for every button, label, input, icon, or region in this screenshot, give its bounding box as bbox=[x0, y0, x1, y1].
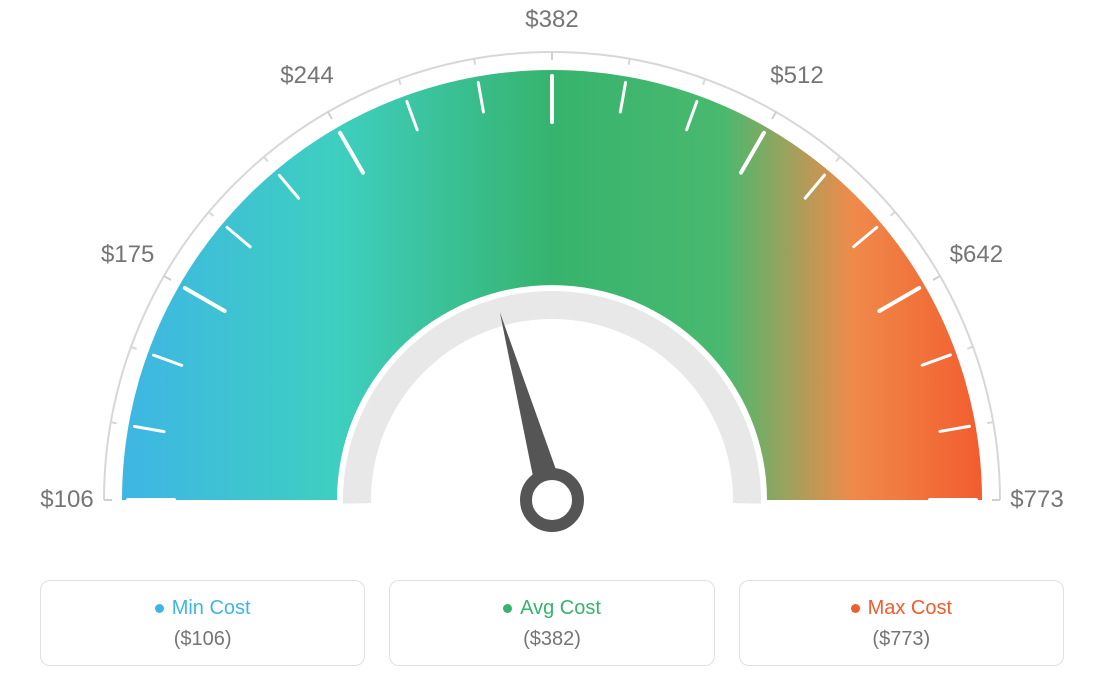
legend-label-max: Max Cost bbox=[868, 597, 952, 620]
legend-value-avg: ($382) bbox=[390, 628, 713, 651]
legend-title-avg: Avg Cost bbox=[503, 597, 601, 620]
gauge-tick-label: $382 bbox=[525, 6, 578, 34]
gauge-tick-label: $642 bbox=[950, 241, 1003, 269]
legend-title-max: Max Cost bbox=[851, 597, 952, 620]
gauge-tick-label: $773 bbox=[1010, 486, 1063, 514]
legend-card-min: Min Cost ($106) bbox=[40, 580, 365, 666]
gauge-tick-label: $244 bbox=[280, 62, 333, 90]
legend-value-min: ($106) bbox=[41, 628, 364, 651]
gauge-tick-label: $175 bbox=[101, 241, 154, 269]
gauge-svg bbox=[52, 20, 1052, 560]
legend-row: Min Cost ($106) Avg Cost ($382) Max Cost… bbox=[40, 580, 1064, 666]
legend-card-max: Max Cost ($773) bbox=[739, 580, 1064, 666]
legend-title-min: Min Cost bbox=[155, 597, 251, 620]
gauge-tick-label: $106 bbox=[40, 486, 93, 514]
legend-label-min: Min Cost bbox=[172, 597, 251, 620]
legend-label-avg: Avg Cost bbox=[520, 597, 601, 620]
legend-card-avg: Avg Cost ($382) bbox=[389, 580, 714, 666]
gauge-tick-label: $512 bbox=[770, 62, 823, 90]
cost-gauge-chart: $106 $175 $244 $382 $512 $642 $773 bbox=[0, 0, 1104, 560]
legend-value-max: ($773) bbox=[740, 628, 1063, 651]
